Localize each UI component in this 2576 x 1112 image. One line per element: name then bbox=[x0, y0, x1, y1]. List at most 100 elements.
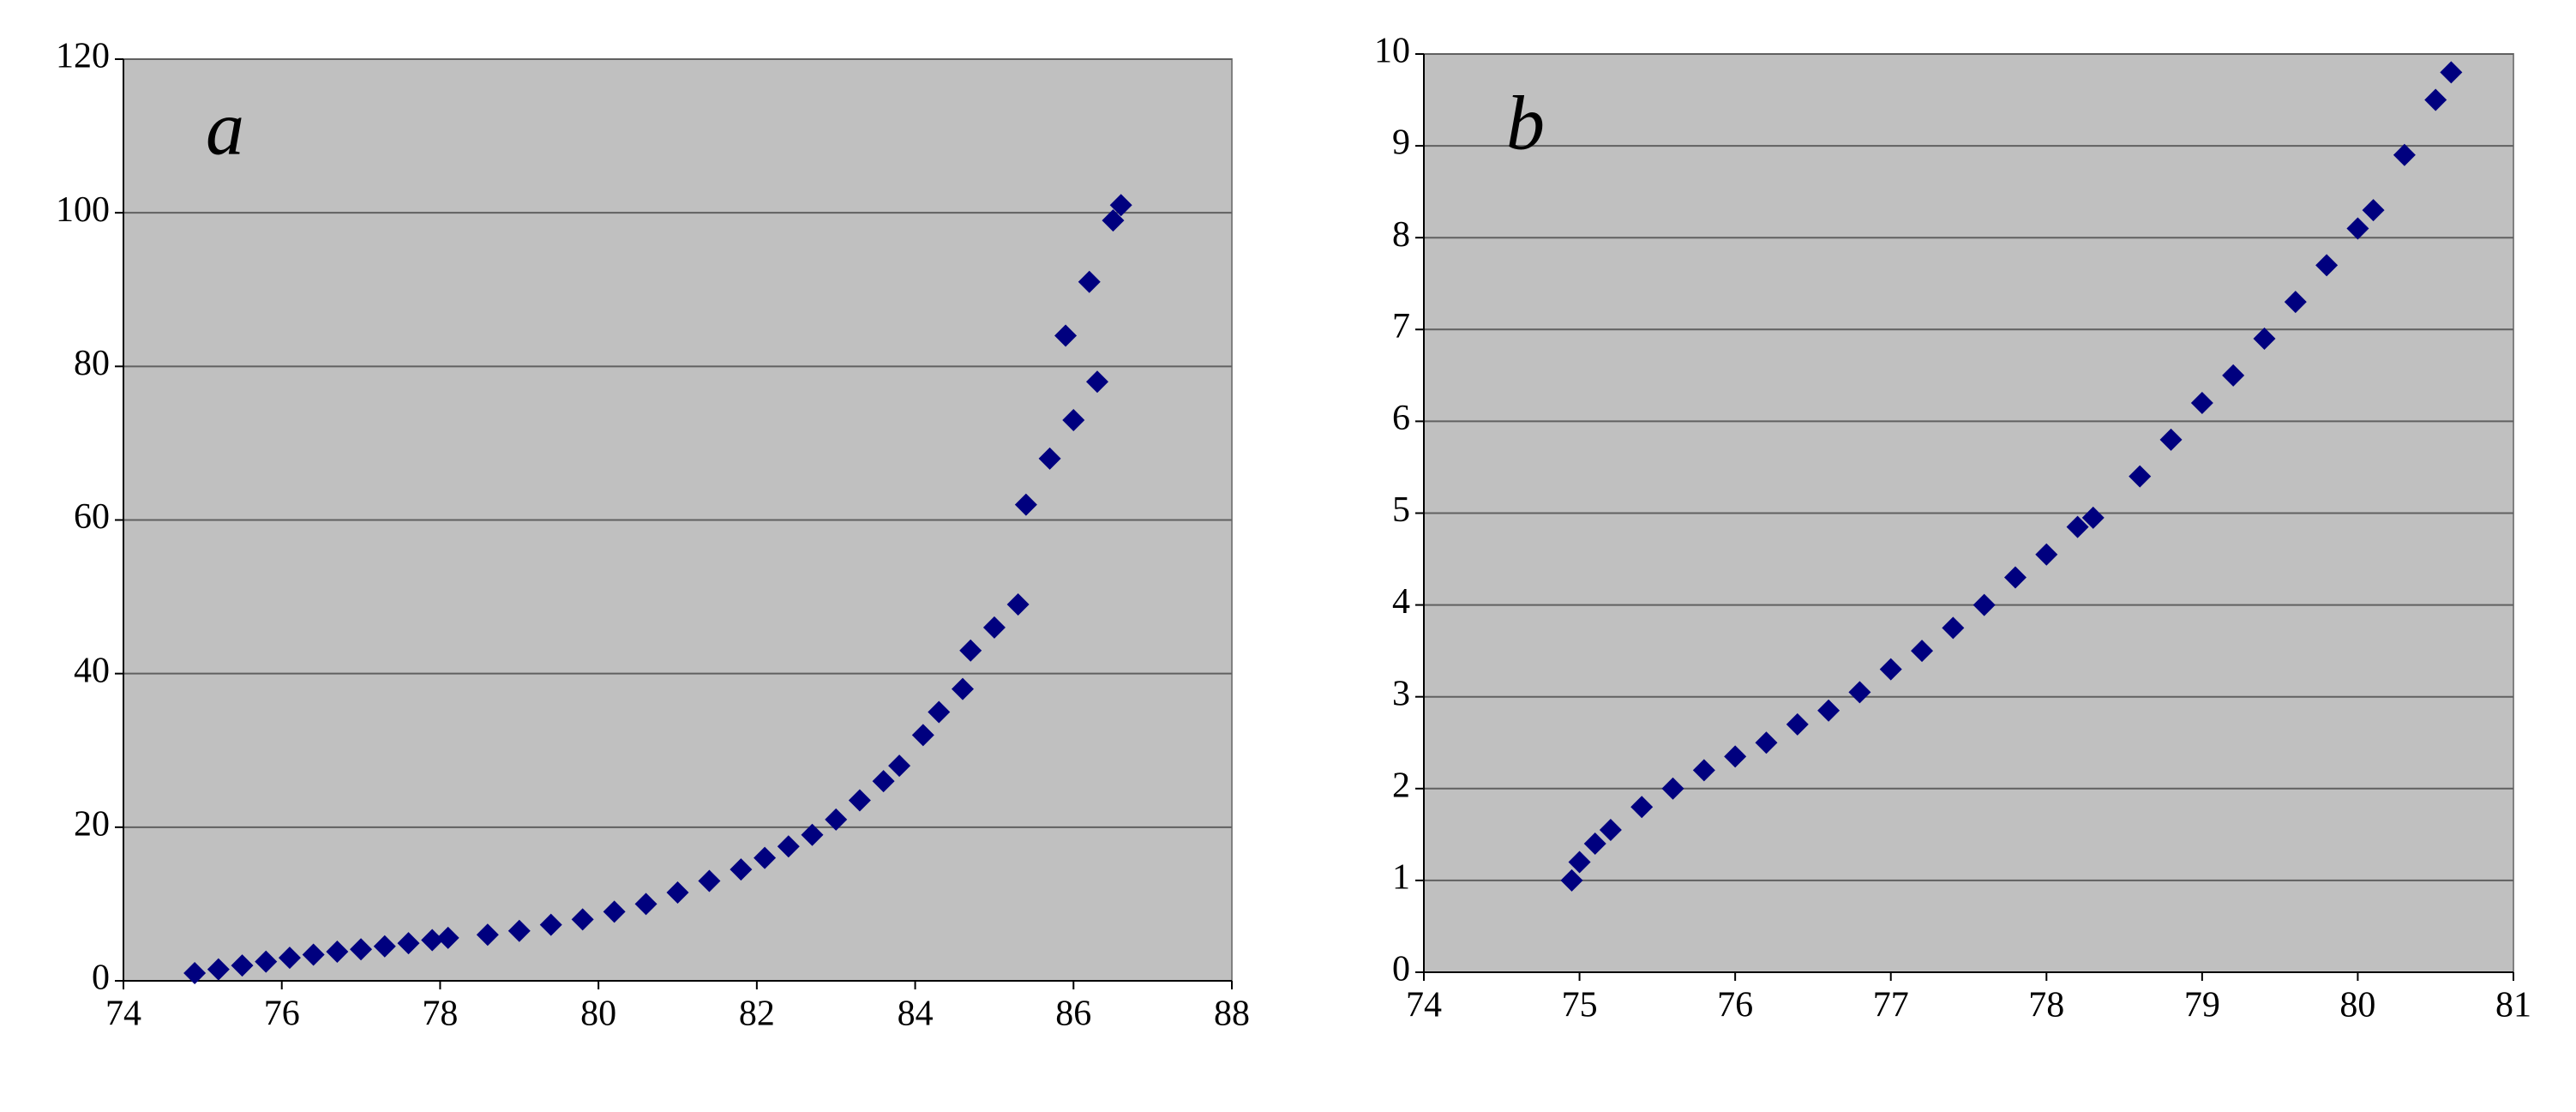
point bbox=[1560, 869, 1583, 892]
point bbox=[2222, 364, 2245, 387]
point bbox=[959, 639, 982, 662]
point bbox=[1062, 409, 1085, 432]
point bbox=[1109, 194, 1132, 217]
x-tick-label: 74 bbox=[105, 995, 141, 1034]
point bbox=[2424, 88, 2447, 111]
y-tick-label: 20 bbox=[74, 804, 110, 844]
point bbox=[1599, 818, 1622, 841]
point bbox=[421, 929, 444, 952]
point bbox=[1848, 681, 1871, 704]
x-tick-label: 78 bbox=[2028, 986, 2064, 1025]
point bbox=[571, 908, 594, 931]
point bbox=[825, 808, 848, 831]
point bbox=[1692, 759, 1715, 782]
point bbox=[982, 616, 1006, 639]
point bbox=[2066, 515, 2089, 538]
point bbox=[2159, 428, 2183, 451]
point bbox=[1817, 699, 1840, 722]
point bbox=[2035, 543, 2058, 566]
point bbox=[848, 789, 871, 812]
y-tick-label: 7 bbox=[1392, 307, 1410, 346]
point bbox=[2315, 254, 2339, 277]
point bbox=[730, 858, 753, 881]
point bbox=[1054, 324, 1078, 347]
point bbox=[1014, 493, 1037, 516]
y-tick-label: 9 bbox=[1392, 123, 1410, 163]
point bbox=[1006, 593, 1030, 616]
point bbox=[436, 926, 459, 949]
point bbox=[183, 962, 207, 985]
point bbox=[951, 677, 974, 700]
point bbox=[928, 700, 951, 724]
point bbox=[1102, 209, 1125, 232]
x-tick-label: 84 bbox=[898, 995, 934, 1034]
y-tick-label: 40 bbox=[74, 651, 110, 690]
x-tick-label: 77 bbox=[1873, 986, 1909, 1025]
x-tick-label: 79 bbox=[2184, 986, 2220, 1025]
y-tick-label: 6 bbox=[1392, 399, 1410, 438]
point bbox=[2190, 391, 2213, 414]
point bbox=[302, 943, 325, 966]
point bbox=[326, 940, 349, 963]
point bbox=[1085, 370, 1108, 394]
point bbox=[2346, 217, 2369, 240]
point bbox=[1879, 658, 1902, 681]
point bbox=[2362, 199, 2385, 222]
y-tick-label: 8 bbox=[1392, 215, 1410, 255]
point bbox=[507, 919, 531, 942]
point bbox=[397, 932, 420, 955]
annotation: a bbox=[206, 87, 244, 171]
point bbox=[373, 935, 396, 958]
x-tick-label: 76 bbox=[264, 995, 300, 1034]
y-tick-label: 100 bbox=[56, 190, 110, 230]
x-tick-label: 74 bbox=[1406, 986, 1442, 1025]
y-tick-label: 80 bbox=[74, 344, 110, 383]
y-tick-label: 2 bbox=[1392, 766, 1410, 805]
y-tick-label: 120 bbox=[56, 37, 110, 76]
y-tick-label: 0 bbox=[92, 959, 110, 998]
point bbox=[1661, 777, 1684, 800]
point bbox=[1568, 851, 1591, 874]
x-tick-label: 78 bbox=[422, 995, 458, 1034]
point bbox=[1724, 745, 1747, 768]
point bbox=[888, 754, 911, 778]
point bbox=[801, 823, 824, 846]
x-tick-label: 80 bbox=[580, 995, 616, 1034]
point bbox=[1078, 270, 1101, 293]
annotation: b bbox=[1506, 81, 1545, 166]
point bbox=[1911, 640, 1934, 663]
point bbox=[911, 724, 934, 747]
x-tick-label: 88 bbox=[1214, 995, 1250, 1034]
point bbox=[777, 835, 800, 858]
point bbox=[231, 954, 254, 977]
x-tick-label: 81 bbox=[2495, 986, 2531, 1025]
y-tick-label: 60 bbox=[74, 497, 110, 537]
x-tick-label: 75 bbox=[1562, 986, 1598, 1025]
point bbox=[476, 923, 499, 947]
point bbox=[2440, 61, 2463, 84]
point bbox=[255, 950, 278, 973]
point bbox=[1755, 731, 1778, 754]
point bbox=[207, 958, 230, 981]
y-tick-label: 1 bbox=[1392, 858, 1410, 898]
point bbox=[350, 938, 373, 961]
point bbox=[1973, 593, 1996, 616]
x-tick-label: 76 bbox=[1717, 986, 1753, 1025]
point bbox=[1630, 796, 1654, 819]
point bbox=[1786, 712, 1809, 736]
y-tick-label: 5 bbox=[1392, 490, 1410, 530]
point bbox=[666, 881, 689, 904]
point bbox=[1583, 832, 1606, 856]
point bbox=[2129, 465, 2152, 488]
point bbox=[2003, 566, 2027, 589]
x-tick-label: 82 bbox=[739, 995, 775, 1034]
point bbox=[2284, 291, 2307, 314]
y-tick-label: 3 bbox=[1392, 674, 1410, 713]
point bbox=[603, 900, 626, 923]
y-tick-label: 0 bbox=[1392, 950, 1410, 989]
point bbox=[698, 869, 721, 893]
point bbox=[754, 846, 777, 869]
point bbox=[872, 770, 895, 793]
point bbox=[1038, 447, 1061, 470]
